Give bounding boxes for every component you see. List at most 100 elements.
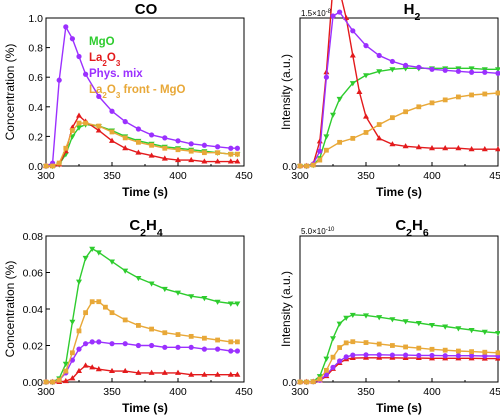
data-point [109, 367, 115, 374]
data-point [324, 147, 329, 153]
data-point [175, 156, 181, 163]
data-point [228, 151, 234, 157]
y-tick-label: 0.6 [28, 72, 43, 84]
data-point [69, 375, 76, 381]
x-tick-label: 450 [489, 386, 500, 398]
data-point [83, 71, 89, 77]
data-point [350, 28, 356, 34]
data-point [455, 68, 461, 74]
series-phys-mix [43, 24, 240, 169]
x-tick-label: 450 [235, 386, 253, 398]
data-point [135, 126, 141, 132]
data-point [109, 137, 115, 143]
data-point [96, 93, 102, 100]
data-point [234, 145, 240, 151]
data-point [429, 145, 435, 151]
data-point [89, 246, 96, 252]
data-point [415, 321, 422, 327]
y-axis-label: Concentration (%) [3, 44, 17, 141]
data-point [481, 146, 488, 152]
series-mgo [297, 66, 500, 170]
legend-entry: MgO [89, 36, 115, 48]
data-point [161, 155, 168, 161]
data-point [148, 152, 155, 158]
data-point [122, 135, 128, 141]
data-point [456, 348, 461, 354]
data-point [389, 141, 396, 147]
data-point [69, 36, 75, 42]
data-point [95, 127, 102, 133]
data-point [227, 301, 234, 307]
data-point [43, 163, 49, 169]
data-point [495, 90, 500, 96]
data-point [149, 132, 155, 138]
y-tick-label: 1.5×10-8 [301, 9, 332, 18]
series-line [300, 92, 499, 167]
data-point [122, 317, 128, 323]
data-point [429, 100, 435, 106]
data-point [56, 77, 62, 83]
data-point [95, 250, 102, 256]
data-point [56, 377, 62, 383]
data-point [135, 369, 142, 375]
data-point [350, 352, 356, 358]
data-point [109, 259, 115, 265]
data-point [469, 92, 474, 98]
data-point [429, 66, 435, 72]
data-point [201, 296, 208, 302]
data-point [343, 354, 349, 360]
data-point [175, 344, 181, 350]
x-axis-label: Time (s) [122, 401, 168, 415]
data-point [495, 350, 500, 356]
data-point [429, 323, 435, 329]
series-la2o3-front-mgo [297, 90, 500, 169]
y-tick-label: 0.0 [28, 161, 43, 173]
data-point [188, 141, 194, 147]
data-point [161, 286, 168, 293]
x-tick-label: 400 [423, 170, 441, 182]
data-point [234, 301, 241, 307]
data-point [316, 138, 323, 144]
data-point [215, 144, 221, 150]
data-point [363, 340, 369, 345]
data-point [63, 145, 69, 151]
data-point [442, 67, 448, 73]
data-point [363, 130, 369, 135]
data-point [442, 97, 448, 103]
data-point [297, 379, 303, 385]
data-point [201, 158, 208, 164]
x-tick-label: 300 [291, 386, 309, 398]
data-point [188, 333, 194, 339]
x-tick-label: 450 [489, 170, 500, 182]
series-phys-mix [297, 9, 500, 169]
data-point [109, 341, 115, 347]
x-tick-label: 450 [235, 170, 253, 182]
y-axis-label: Concentration (%) [3, 261, 17, 358]
y-tick-label: 0.08 [23, 231, 44, 243]
x-tick-label: 300 [37, 170, 55, 182]
x-tick-label: 350 [103, 170, 121, 182]
data-point [149, 326, 154, 332]
data-point [481, 329, 488, 335]
data-point [43, 379, 49, 385]
data-point [82, 362, 89, 368]
y-axis-label: Intensity (a.u.) [279, 271, 293, 347]
data-point [323, 356, 330, 362]
series-la2o3 [43, 362, 241, 384]
data-point [403, 352, 409, 358]
data-point [234, 348, 240, 354]
data-point [76, 328, 82, 334]
y-tick-label: 0.00 [23, 377, 44, 389]
chart-panel-4: C2H6 300 350 400 450 0.0 5.0×10-10 Time (s) Inte… [279, 217, 500, 415]
data-point [468, 328, 475, 334]
data-point [482, 353, 488, 359]
data-point [376, 352, 382, 358]
x-axis-label: Time (s) [376, 401, 422, 415]
data-point [349, 81, 356, 87]
series-line [45, 24, 238, 167]
data-point [482, 91, 488, 97]
x-tick-label: 400 [423, 386, 441, 398]
data-point [149, 342, 155, 349]
data-point [390, 343, 395, 348]
